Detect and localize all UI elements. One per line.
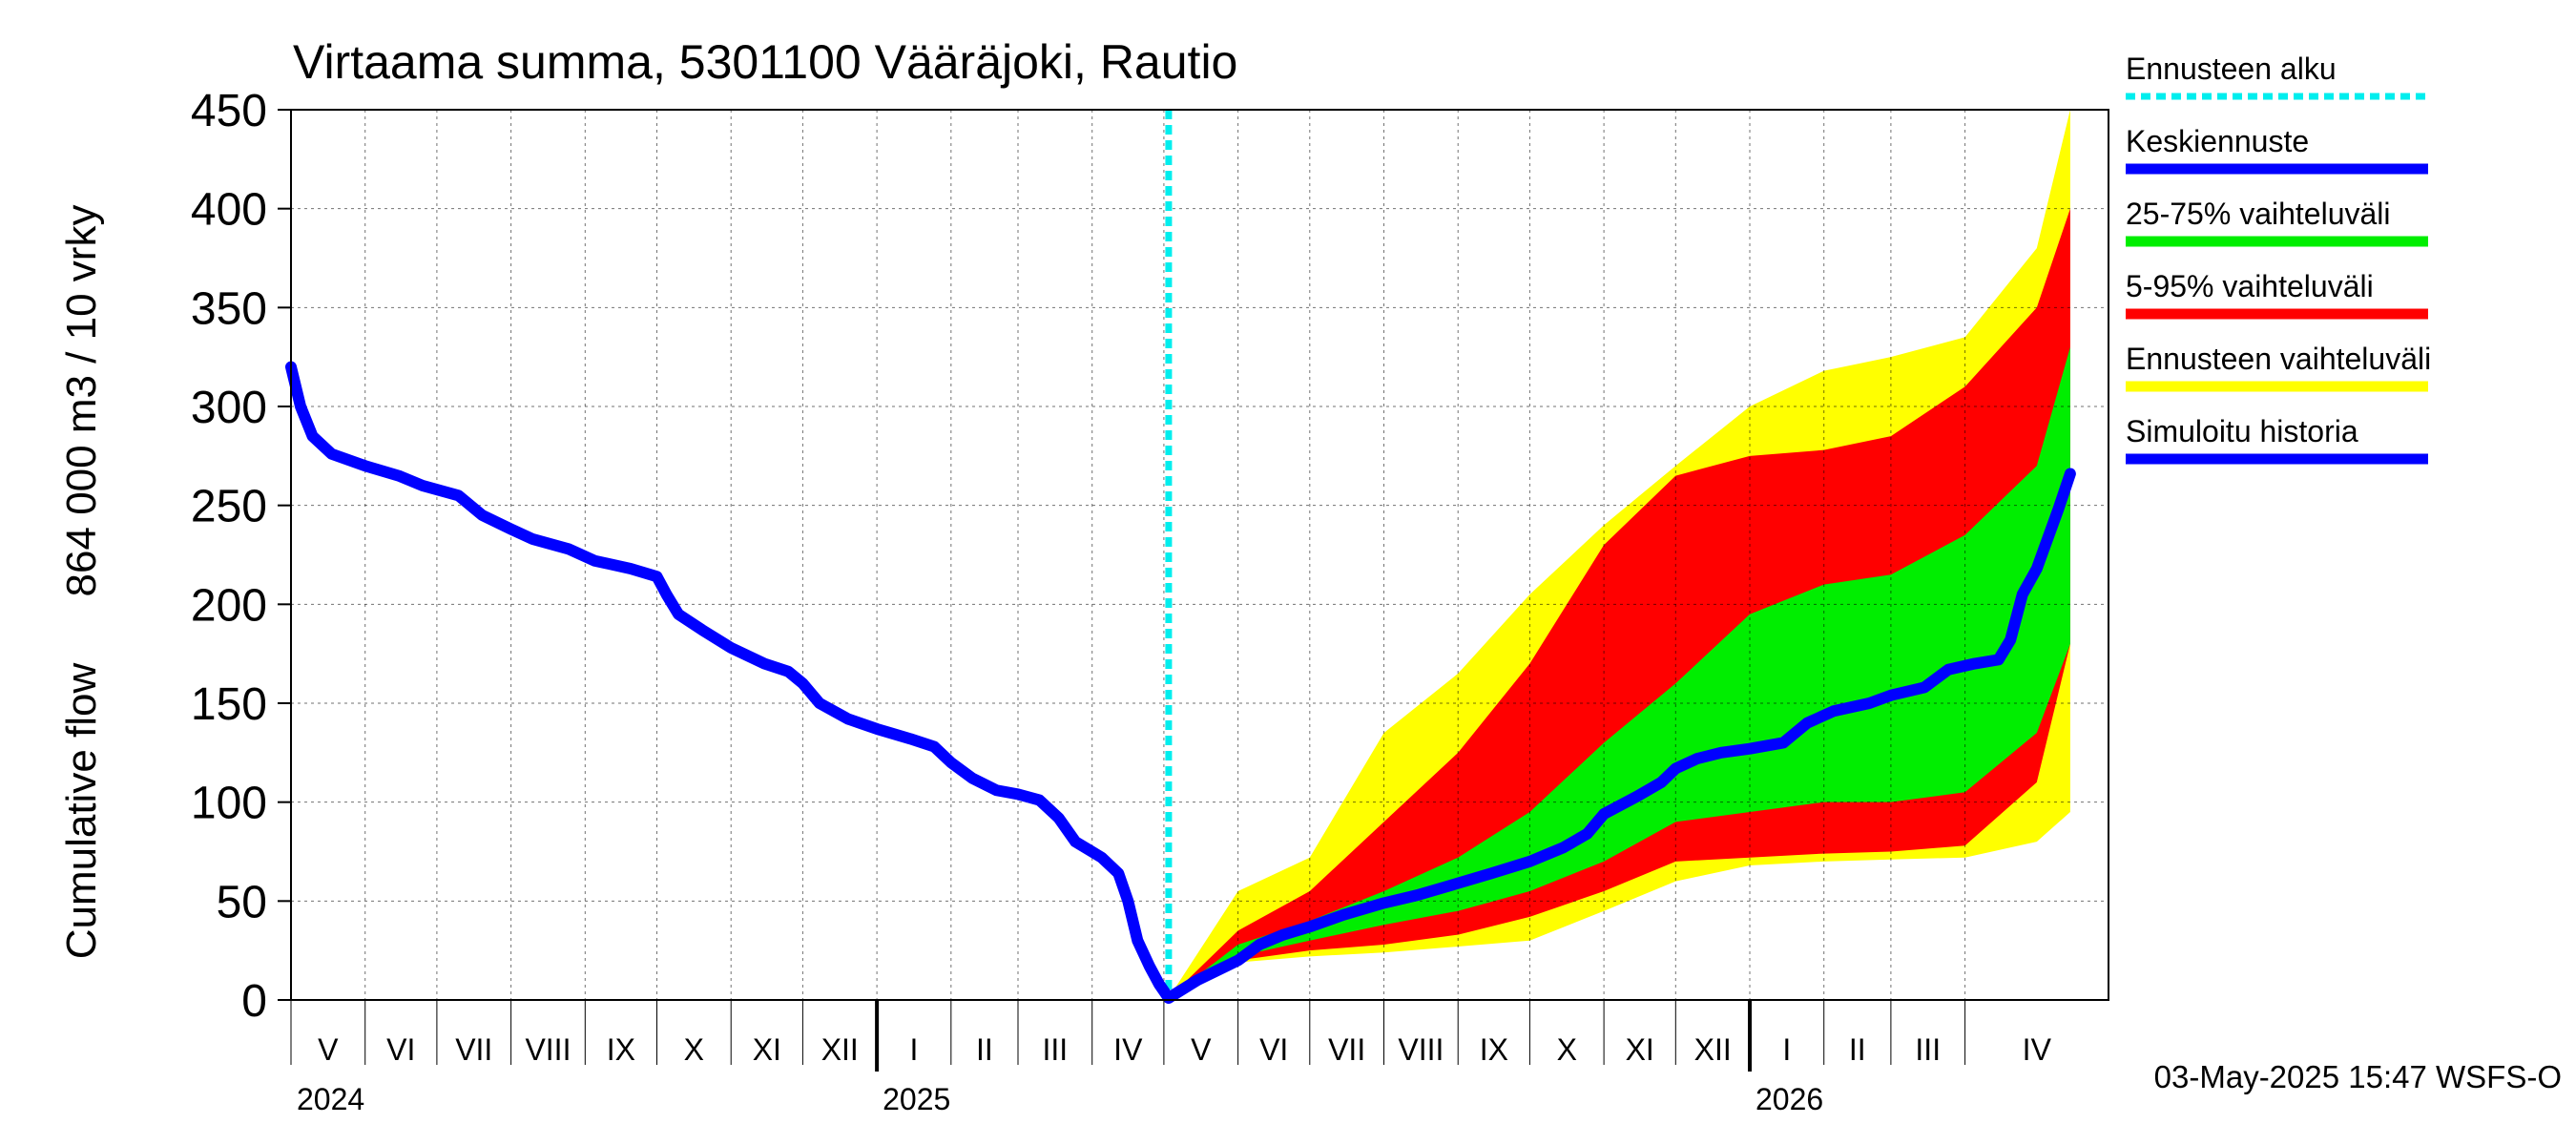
x-month-label: VII — [455, 1032, 492, 1067]
y-axis: 0 50 100 150 200 250 300 350 400 450 — [191, 86, 291, 1027]
x-month-label: V — [318, 1032, 339, 1067]
legend: Ennusteen alku Keskiennuste 25-75% vaihtel… — [2126, 52, 2431, 465]
y-tick-label: 200 — [191, 580, 267, 631]
legend-label: Ennusteen alku — [2126, 52, 2337, 86]
y-tick-label: 450 — [191, 86, 267, 136]
chart-title: Virtaama summa, 5301100 Vääräjoki, Rauti… — [293, 35, 1237, 89]
x-month-label: VII — [1328, 1032, 1365, 1067]
x-month-label: VI — [386, 1032, 415, 1067]
plot-frame — [290, 109, 2109, 1001]
x-month-label: VIII — [1398, 1032, 1444, 1067]
x-month-label: XII — [821, 1032, 859, 1067]
x-month-label: VIII — [525, 1032, 571, 1067]
x-month-label: XI — [1626, 1032, 1654, 1067]
x-month-label: I — [1782, 1032, 1791, 1067]
x-axis: V VI VII VIII IX X XI XII I II III IV V VI VII VIII IX X X… — [290, 1000, 2052, 1116]
y-tick-label: 300 — [191, 383, 267, 433]
x-year-label: 2024 — [297, 1082, 364, 1116]
forecast-bands — [1168, 110, 2070, 998]
y-tick-label: 350 — [191, 283, 267, 334]
x-month-label: II — [976, 1032, 993, 1067]
series-simulated-history — [285, 361, 1174, 1004]
x-month-label: V — [1191, 1032, 1212, 1067]
x-year-label: 2026 — [1755, 1082, 1823, 1116]
y-tick-label: 100 — [191, 779, 267, 829]
x-month-label: X — [1557, 1032, 1577, 1067]
y-axis-label-units: 864 000 m3 / 10 vrky — [58, 205, 105, 597]
x-month-label: IX — [1480, 1032, 1508, 1067]
y-tick-label: 50 — [217, 877, 267, 927]
y-tick-label: 250 — [191, 482, 267, 532]
series-lines — [285, 361, 2076, 1004]
x-month-label: II — [1849, 1032, 1866, 1067]
y-tick-label: 150 — [191, 679, 267, 730]
legend-label: Simuloitu historia — [2126, 414, 2358, 448]
x-year-label: 2025 — [883, 1082, 950, 1116]
grid — [291, 110, 2109, 1000]
legend-label: 25-75% vaihteluväli — [2126, 197, 2391, 231]
y-tick-label: 0 — [241, 976, 267, 1027]
x-month-label: IV — [1113, 1032, 1143, 1067]
x-month-label: IX — [607, 1032, 635, 1067]
x-month-label: XI — [753, 1032, 781, 1067]
y-axis-label: Cumulative flow — [58, 663, 105, 960]
series-median-forecast — [1162, 468, 2076, 1004]
legend-label: Ennusteen vaihteluväli — [2126, 342, 2431, 376]
x-month-label: IV — [2023, 1032, 2052, 1067]
x-month-label: III — [1915, 1032, 1941, 1067]
x-month-label: VI — [1259, 1032, 1288, 1067]
x-month-label: I — [910, 1032, 919, 1067]
y-tick-label: 400 — [191, 185, 267, 236]
legend-label: Keskiennuste — [2126, 124, 2309, 158]
legend-label: 5-95% vaihteluväli — [2126, 269, 2374, 303]
x-month-label: III — [1043, 1032, 1069, 1067]
x-month-label: XII — [1694, 1032, 1732, 1067]
x-month-label: X — [684, 1032, 704, 1067]
timestamp-footer: 03-May-2025 15:47 WSFS-O — [2154, 1059, 2562, 1094]
band-25-75 — [1168, 346, 2070, 998]
